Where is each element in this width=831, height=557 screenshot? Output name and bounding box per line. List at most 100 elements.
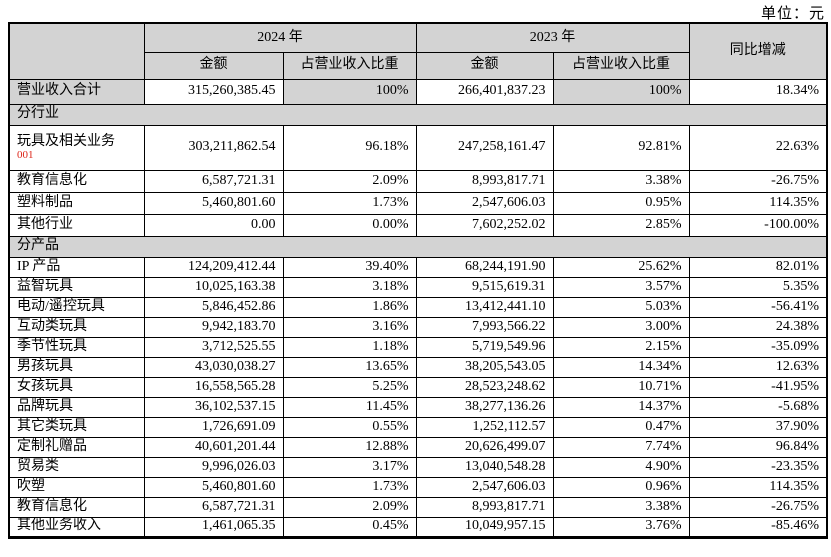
proportion-2024-cell: 0.45%	[282, 516, 417, 538]
yoy-header: 同比增减	[688, 22, 828, 80]
row-label-cell: 教育信息化	[8, 496, 145, 518]
proportion-2024-cell: 12.88%	[282, 436, 417, 458]
yoy-cell: -23.35%	[688, 456, 828, 478]
amount-2024-cell: 9,996,026.03	[143, 456, 284, 478]
yoy-cell: 5.35%	[688, 276, 828, 298]
row-label-cell: 定制礼赠品	[8, 436, 145, 458]
revenue-breakdown-table: 2024 年 2023 年 同比增减 金额 占营业收入比重 金额 占营业收入比重…	[8, 22, 828, 539]
yoy-cell: -100.00%	[688, 213, 828, 237]
proportion-2023-cell: 7.74%	[552, 436, 690, 458]
amount-2024-cell: 16,558,565.28	[143, 376, 284, 398]
row-label-cell: 教育信息化	[8, 169, 145, 193]
row-label-cell: IP 产品	[8, 256, 145, 278]
proportion-2023-cell: 3.00%	[552, 316, 690, 338]
table-row: 吹塑 5,460,801.60 1.73% 2,547,606.03 0.96% 114.…	[8, 476, 828, 498]
yoy-cell: -26.75%	[688, 496, 828, 518]
header-row-years: 2024 年 2023 年 同比增减	[8, 22, 828, 80]
row-label-cell: 其他业务收入	[8, 516, 145, 538]
amount-2024-cell: 1,461,065.35	[143, 516, 284, 538]
table-row: 定制礼赠品 40,601,201.44 12.88% 20,626,499.07 7.7…	[8, 436, 828, 458]
proportion-2023-cell: 4.90%	[552, 456, 690, 478]
amount-2024-cell: 1,726,691.09	[143, 416, 284, 438]
table-row: 其他行业 0.00 0.00% 7,602,252.02 2.85% -100.00%	[8, 213, 828, 237]
yoy-cell: 12.63%	[688, 356, 828, 378]
amount-2023-cell: 13,412,441.10	[415, 296, 554, 318]
row-label-cell: 电动/遥控玩具	[8, 296, 145, 318]
proportion-2023-cell: 0.96%	[552, 476, 690, 498]
row-label-cell: 季节性玩具	[8, 336, 145, 358]
row-label-cell: 玩具及相关业务 001	[8, 124, 145, 171]
amount-2024-cell: 10,025,163.38	[143, 276, 284, 298]
section-title: 分行业	[8, 103, 828, 126]
proportion-2023-cell: 2.85%	[552, 213, 690, 237]
amount-2023-cell: 8,993,817.71	[415, 496, 554, 518]
yoy-cell: 18.34%	[688, 78, 828, 105]
proportion-2023-cell: 3.38%	[552, 496, 690, 518]
proportion-2024-cell: 5.25%	[282, 376, 417, 398]
amount-2023-cell: 28,523,248.62	[415, 376, 554, 398]
amount-2023-header: 金额	[415, 51, 554, 80]
proportion-2023-cell: 10.71%	[552, 376, 690, 398]
proportion-2024-cell: 0.55%	[282, 416, 417, 438]
amount-2024-cell: 6,587,721.31	[143, 169, 284, 193]
row-label-cell: 塑料制品	[8, 191, 145, 215]
unit-label: 单位：元	[760, 6, 825, 22]
row-label-cell: 互动类玩具	[8, 316, 145, 338]
proportion-2023-cell: 100%	[552, 78, 690, 105]
yoy-cell: -5.68%	[688, 396, 828, 418]
proportion-2024-cell: 39.40%	[282, 256, 417, 278]
header-row-metrics: 金额 占营业收入比重 金额 占营业收入比重	[9, 51, 827, 80]
table-row: 塑料制品 5,460,801.60 1.73% 2,547,606.03 0.95% 11…	[8, 191, 828, 215]
proportion-2024-cell: 1.86%	[282, 296, 417, 318]
proportion-2024-cell: 13.65%	[282, 356, 417, 378]
amount-2024-cell: 0.00	[143, 213, 284, 237]
amount-2024-cell: 5,846,452.86	[143, 296, 284, 318]
amount-2023-cell: 247,258,161.47	[415, 124, 554, 171]
table-row: 玩具及相关业务 001 303,211,862.54 96.18% 247,258,16…	[8, 124, 828, 171]
table-row: IP 产品 124,209,412.44 39.40% 68,244,191.90 25…	[8, 256, 828, 278]
row-label-cell: 益智玩具	[8, 276, 145, 298]
proportion-2023-cell: 3.57%	[552, 276, 690, 298]
proportion-2023-cell: 92.81%	[552, 124, 690, 171]
row-label-cell: 其它类玩具	[8, 416, 145, 438]
amount-2023-cell: 10,049,957.15	[415, 516, 554, 538]
proportion-2024-cell: 1.18%	[282, 336, 417, 358]
proportion-2023-cell: 0.95%	[552, 191, 690, 215]
amount-2023-cell: 20,626,499.07	[415, 436, 554, 458]
yoy-cell: 114.35%	[688, 191, 828, 215]
table-row: 益智玩具 10,025,163.38 3.18% 9,515,619.31 3.57% 5…	[8, 276, 828, 298]
amount-2023-cell: 13,040,548.28	[415, 456, 554, 478]
table-row: 季节性玩具 3,712,525.55 1.18% 5,719,549.96 2.15% -…	[8, 336, 828, 358]
yoy-cell: 37.90%	[688, 416, 828, 438]
table-row: 电动/遥控玩具 5,846,452.86 1.86% 13,412,441.10 5.0…	[8, 296, 828, 318]
proportion-2024-cell: 0.00%	[282, 213, 417, 237]
table-row: 其他业务收入 1,461,065.35 0.45% 10,049,957.15 3.76…	[8, 516, 828, 538]
table-row: 教育信息化 6,587,721.31 2.09% 8,993,817.71 3.38% -…	[8, 169, 828, 193]
amount-2023-cell: 8,993,817.71	[415, 169, 554, 193]
proportion-2024-cell: 1.73%	[282, 476, 417, 498]
table-row: 教育信息化 6,587,721.31 2.09% 8,993,817.71 3.38% -…	[8, 496, 828, 518]
proportion-2023-cell: 14.34%	[552, 356, 690, 378]
amount-2024-header: 金额	[143, 51, 284, 80]
amount-2023-cell: 68,244,191.90	[415, 256, 554, 278]
amount-2023-cell: 38,277,136.26	[415, 396, 554, 418]
yoy-cell: -85.46%	[688, 516, 828, 538]
table-row: 品牌玩具 36,102,537.15 11.45% 38,277,136.26 14.3…	[8, 396, 828, 418]
section-title: 分产品	[8, 235, 828, 258]
amount-2023-cell: 7,602,252.02	[415, 213, 554, 237]
proportion-2024-header: 占营业收入比重	[282, 51, 417, 80]
amount-2024-cell: 6,587,721.31	[143, 496, 284, 518]
proportion-2023-cell: 2.15%	[552, 336, 690, 358]
proportion-2024-cell: 3.17%	[282, 456, 417, 478]
row-label-cell: 贸易类	[8, 456, 145, 478]
amount-2023-cell: 266,401,837.23	[415, 78, 554, 105]
proportion-2023-cell: 3.76%	[552, 516, 690, 538]
section-row: 分产品	[8, 235, 828, 258]
row-label-cell: 吹塑	[8, 476, 145, 498]
amount-2023-cell: 5,719,549.96	[415, 336, 554, 358]
proportion-2023-cell: 0.47%	[552, 416, 690, 438]
proportion-2024-cell: 3.16%	[282, 316, 417, 338]
yoy-cell: 96.84%	[688, 436, 828, 458]
amount-2024-cell: 303,211,862.54	[143, 124, 284, 171]
row-label-cell: 男孩玩具	[8, 356, 145, 378]
